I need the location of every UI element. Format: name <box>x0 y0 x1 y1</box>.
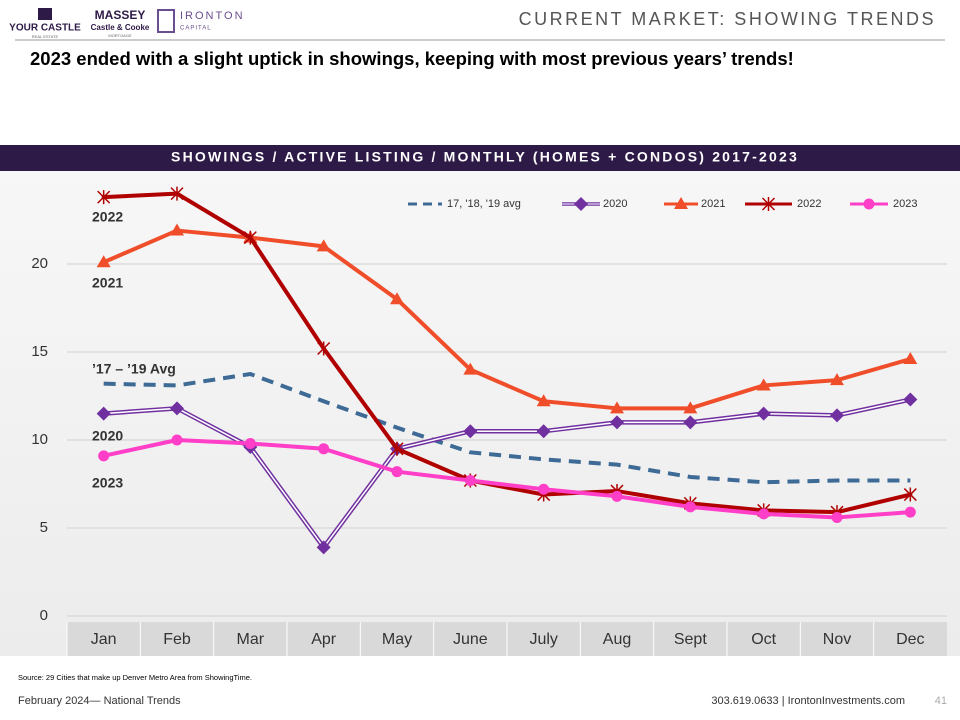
marker <box>463 362 478 375</box>
x-tick-label: Mar <box>237 631 265 648</box>
x-tick-label: June <box>453 631 488 648</box>
marker <box>318 443 330 455</box>
x-tick-label: Jan <box>91 631 117 648</box>
marker <box>684 501 696 513</box>
x-tick-label: May <box>382 631 412 648</box>
x-tick-label: Oct <box>751 631 776 648</box>
series-line <box>103 372 911 485</box>
marker <box>98 450 110 462</box>
marker <box>683 401 698 414</box>
logo-text: YOUR CASTLE <box>9 23 81 34</box>
logo-text: REAL ESTATE <box>32 34 59 39</box>
source: Source: 29 Cities that make up Denver Me… <box>18 673 252 682</box>
x-tick-label: Feb <box>163 631 191 648</box>
x-tick-label: July <box>529 631 557 648</box>
marker <box>903 352 918 365</box>
y-tick-label: 5 <box>40 519 48 536</box>
marker <box>97 190 111 205</box>
y-tick-label: 0 <box>40 607 48 624</box>
marker <box>830 373 844 386</box>
marker <box>171 434 183 446</box>
legend-marker <box>674 197 688 209</box>
subtitle: 2023 ended with a slight uptick in showi… <box>30 48 794 69</box>
logo-text: MASSEY <box>95 8 146 22</box>
series-line <box>101 191 913 515</box>
logo-text: CAPITAL <box>180 26 212 32</box>
y-tick-label: 15 <box>31 343 48 360</box>
marker <box>170 401 184 416</box>
annotation: 2021 <box>92 275 123 291</box>
marker <box>611 490 623 502</box>
marker <box>464 474 476 486</box>
chart-title: SHOWINGS / ACTIVE LISTING / MONTHLY (HOM… <box>171 149 799 165</box>
annotation: 2023 <box>92 475 123 491</box>
marker <box>170 186 184 201</box>
x-tick-label: Nov <box>823 631 851 648</box>
marker <box>244 438 256 450</box>
marker <box>756 378 771 391</box>
marker <box>316 540 331 555</box>
marker <box>316 239 331 252</box>
marker <box>538 483 550 495</box>
legend-label: 2020 <box>603 198 627 210</box>
marker <box>96 406 111 421</box>
legend-label: 17, '18, '19 avg <box>447 198 521 210</box>
legend-marker <box>761 197 776 211</box>
page-number: 41 <box>935 695 947 707</box>
legend-label: 2022 <box>797 198 821 210</box>
marker <box>610 415 624 430</box>
marker <box>536 424 551 439</box>
annotation: 2022 <box>92 209 123 225</box>
marker <box>463 424 478 439</box>
marker <box>536 394 551 407</box>
y-tick-label: 20 <box>31 255 48 272</box>
series-line <box>101 228 913 411</box>
marker <box>830 408 844 423</box>
marker <box>903 487 917 502</box>
marker <box>317 341 331 356</box>
marker <box>756 406 771 421</box>
footer-left: February 2024— National Trends <box>18 695 181 707</box>
marker <box>390 292 404 305</box>
x-tick-label: Aug <box>603 631 631 648</box>
footer-contact: 303.619.0633 | IrontonInvestments.com <box>711 695 905 707</box>
legend-marker <box>863 198 875 210</box>
legend-label: 2023 <box>893 198 917 210</box>
annotation: 2020 <box>92 428 123 444</box>
series-line <box>101 438 913 520</box>
marker <box>683 415 698 430</box>
logo-text: IRONTON <box>180 10 245 22</box>
series-line-inner <box>103 398 911 549</box>
x-tick-label: Dec <box>896 631 924 648</box>
logo-icon <box>38 8 52 20</box>
marker <box>243 230 257 245</box>
marker <box>610 401 624 414</box>
logo-text: MORTGAGE <box>108 33 132 38</box>
legend-label: 2021 <box>701 198 725 210</box>
logo-icon <box>157 9 175 33</box>
chart-banner <box>0 145 960 171</box>
marker <box>758 508 770 520</box>
marker <box>831 511 843 523</box>
marker <box>903 392 918 407</box>
y-tick-label: 10 <box>31 431 48 448</box>
marker <box>170 223 184 236</box>
x-tick-label: Apr <box>311 631 337 648</box>
marker <box>391 466 403 478</box>
marker <box>96 255 111 268</box>
marker <box>390 441 404 456</box>
logo-text: Castle & Cooke <box>91 23 150 32</box>
annotation: ’17 – ’19 Avg <box>92 361 176 377</box>
x-tick-label: Sept <box>674 631 707 648</box>
slide-title: CURRENT MARKET: SHOWING TRENDS <box>519 9 936 29</box>
legend-marker <box>574 197 588 211</box>
marker <box>904 506 916 518</box>
